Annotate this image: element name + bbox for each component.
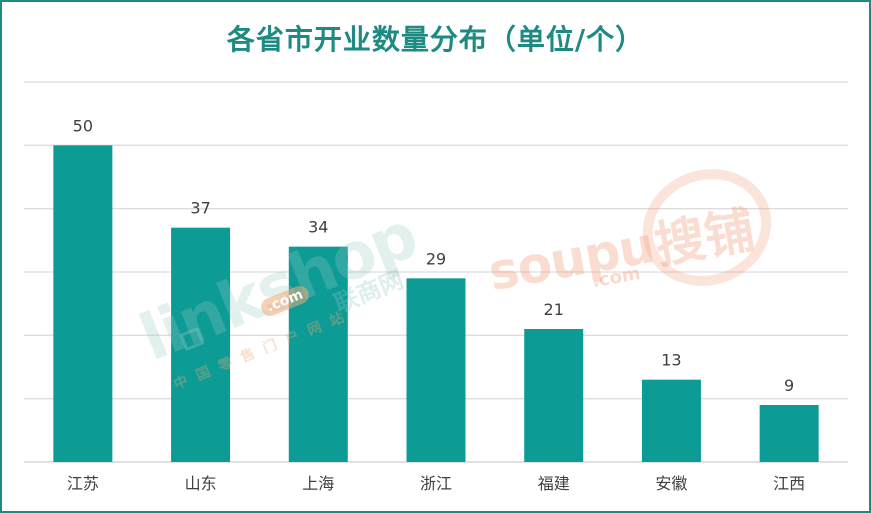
bar-2 — [171, 227, 231, 462]
x-tick-label-5: 福建 — [538, 474, 570, 493]
bars — [53, 145, 819, 463]
x-tick-label-4: 浙江 — [420, 474, 452, 493]
bar-4 — [406, 278, 466, 462]
x-tick-labels: 江苏 山东 上海 浙江 福建 安徽 江西 — [67, 474, 805, 493]
bar-1 — [53, 145, 113, 463]
data-label-3: 34 — [308, 218, 328, 237]
bar-7 — [759, 405, 819, 462]
x-tick-label-3: 上海 — [302, 474, 334, 493]
x-tick-label-6: 安徽 — [655, 474, 687, 493]
x-tick-label-2: 山东 — [185, 474, 217, 493]
data-label-2: 37 — [190, 199, 210, 218]
bar-5 — [524, 329, 584, 462]
data-label-5: 21 — [544, 300, 564, 319]
data-label-4: 29 — [426, 249, 446, 268]
data-label-1: 50 — [73, 116, 93, 135]
bar-3 — [288, 246, 348, 462]
x-tick-label-7: 江西 — [773, 474, 805, 493]
data-label-7: 9 — [784, 376, 794, 395]
data-label-6: 13 — [661, 351, 681, 370]
data-labels: 50 37 34 29 21 13 9 — [73, 116, 795, 395]
x-tick-label-1: 江苏 — [67, 474, 99, 493]
bar-6 — [641, 379, 701, 462]
chart-title: 各省市开业数量分布（单位/个） — [226, 23, 645, 56]
